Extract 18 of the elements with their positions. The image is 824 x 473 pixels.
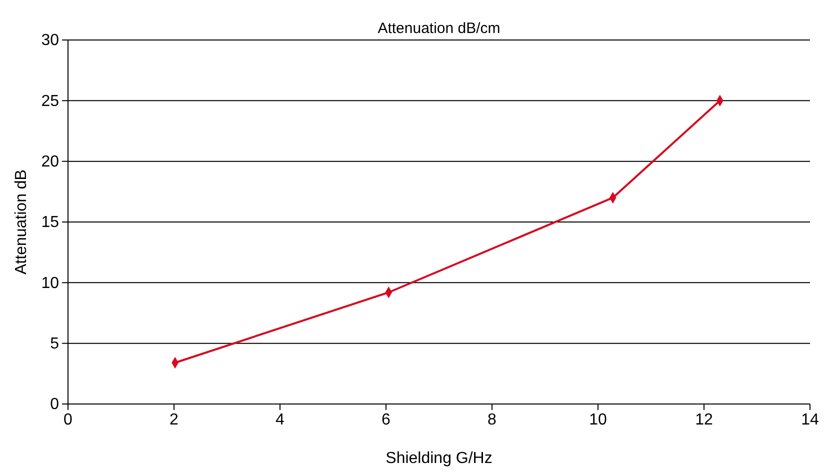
y-tick-label: 0 bbox=[50, 396, 60, 414]
x-tick-label: 14 bbox=[801, 411, 819, 428]
x-axis-title: Shielding G/Hz bbox=[386, 450, 492, 467]
x-tick-label: 10 bbox=[589, 411, 607, 428]
y-tick-label: 15 bbox=[41, 214, 60, 232]
x-tick-label: 8 bbox=[488, 411, 497, 428]
y-axis-title: Attenuation dB bbox=[13, 170, 30, 274]
x-tick-label: 6 bbox=[382, 411, 391, 428]
chart-title: Attenuation dB/cm bbox=[378, 20, 500, 37]
y-tick-label: 10 bbox=[41, 274, 60, 292]
y-tick-label: 5 bbox=[50, 335, 60, 352]
x-tick-label: 2 bbox=[170, 411, 179, 428]
y-tick-label: 25 bbox=[41, 92, 60, 110]
x-tick-label: 12 bbox=[695, 411, 713, 428]
x-tick-label: 4 bbox=[276, 411, 285, 428]
x-tick-label: 0 bbox=[64, 411, 73, 428]
y-tick-label: 30 bbox=[41, 32, 60, 50]
y-tick-label: 20 bbox=[41, 153, 60, 170]
